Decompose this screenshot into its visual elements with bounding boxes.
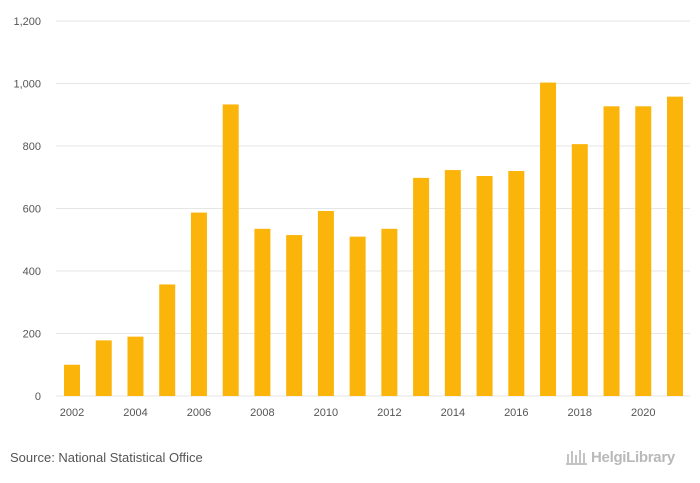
bar-2011 [349,236,366,397]
y-tick-label: 600 [23,204,41,216]
bar-2018 [571,144,588,397]
bar-2017 [540,82,557,396]
x-tick-label: 2016 [504,407,528,419]
bar-2004 [127,336,144,397]
x-tick-label: 2018 [568,407,592,419]
x-axis-labels: 2002 2004 2006 2008 2010 2012 2014 2016 2018 2020 [60,407,656,419]
helgi-library-logo: HelgiLibrary [566,448,675,466]
bar-2019 [603,106,620,396]
y-tick-label: 0 [35,391,41,403]
bar-2007 [222,104,239,396]
grid-lines [56,20,690,397]
y-tick-label: 400 [23,266,41,278]
bar-2021 [667,96,683,397]
bars [64,82,683,397]
x-tick-label: 2008 [250,407,274,419]
bar-2002 [64,364,80,396]
bar-2006 [190,212,207,396]
y-axis-labels: 0 200 400 600 800 1,000 1,200 [13,16,41,403]
x-tick-label: 2020 [631,407,655,419]
bar-chart: 0 200 400 600 800 1,000 1,200 2002 2004 2006 2008… [13,16,690,419]
bar-2020 [635,106,652,396]
bar-2014 [444,170,461,396]
bar-2012 [381,228,398,396]
bar-2016 [508,171,525,396]
bar-2005 [159,284,176,396]
x-tick-label: 2010 [314,407,338,419]
bar-2009 [286,235,303,396]
y-tick-label: 1,200 [13,16,41,28]
x-tick-label: 2012 [377,407,401,419]
x-tick-label: 2006 [187,407,211,419]
source-note: Source: National Statistical Office [10,450,203,465]
logo-text: HelgiLibrary [591,448,675,466]
x-tick-label: 2002 [60,407,84,419]
bar-2008 [254,228,271,396]
bar-2003 [95,340,112,397]
bar-2013 [413,177,430,397]
helgi-library-logo-icon [566,450,587,465]
x-tick-label: 2004 [123,407,147,419]
x-tick-label: 2014 [441,407,465,419]
y-tick-label: 200 [23,329,41,341]
bar-2015 [476,176,493,396]
bar-2010 [317,211,334,396]
y-tick-label: 1,000 [13,79,41,91]
y-tick-label: 800 [23,141,41,153]
